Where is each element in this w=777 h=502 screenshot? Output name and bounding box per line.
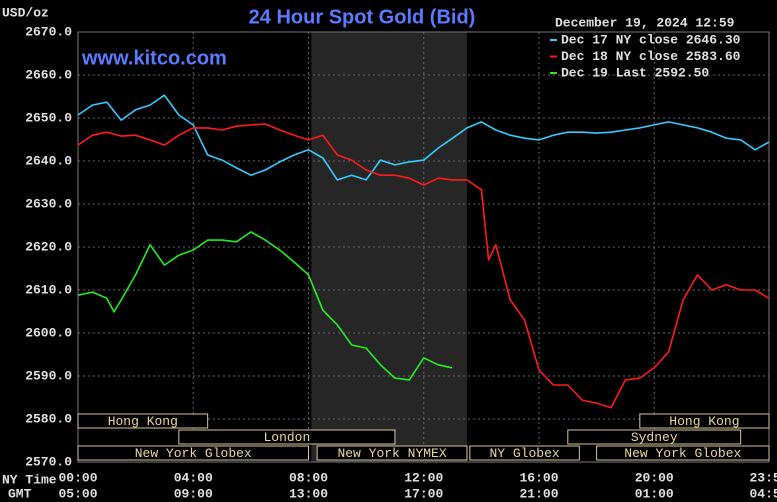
session-bar [77, 445, 309, 461]
x-tick-label: 12:00 [404, 470, 443, 485]
x2-tick-label: 17:00 [404, 486, 443, 501]
x-tick-label: 20:00 [635, 470, 674, 485]
series-line [77, 123, 770, 409]
chart-title: 24 Hour Spot Gold (Bid) [249, 6, 476, 28]
y-tick-label: 2630.0 [25, 196, 72, 211]
x-axis-label: NY Time [2, 472, 57, 487]
session-label: New York Globex [135, 446, 252, 461]
y-tick-label: 2660.0 [25, 67, 72, 82]
session-label: Hong Kong [108, 414, 178, 429]
x2-tick-label: 21:00 [519, 486, 558, 501]
x2-tick-label: 04:59 [749, 486, 777, 501]
series-line [77, 231, 453, 381]
x2-tick-label: 05:00 [58, 486, 97, 501]
session-bar [639, 413, 770, 429]
session-bar [567, 429, 742, 445]
session-label: London [263, 430, 310, 445]
session-label: New York Globex [624, 446, 741, 461]
legend-label: Dec 18 NY close 2583.60 [561, 49, 741, 64]
x-tick-label: 16:00 [519, 470, 558, 485]
x-tick-label: 08:00 [289, 470, 328, 485]
x2-tick-label: 13:00 [289, 486, 328, 501]
x2-axis-label: GMT [8, 486, 32, 501]
y-tick-label: 2620.0 [25, 239, 72, 254]
session-label: New York NYMEX [337, 446, 446, 461]
y-tick-label: 2650.0 [25, 110, 72, 125]
y-tick-label: 2600.0 [25, 325, 72, 340]
session-bar [316, 445, 468, 461]
y-tick-label: 2580.0 [25, 411, 72, 426]
plot-border [77, 31, 770, 463]
y-tick-label: 2570.0 [25, 454, 72, 469]
x2-tick-label: 09:00 [174, 486, 213, 501]
session-label: Sydney [631, 430, 678, 445]
x-tick-label: 04:00 [174, 470, 213, 485]
session-bar [178, 429, 396, 445]
series-line [77, 94, 770, 181]
watermark: www.kitco.com [81, 47, 227, 69]
y-tick-label: 2670.0 [25, 24, 72, 39]
y-unit: USD/oz [2, 5, 49, 20]
session-bar [77, 413, 209, 429]
legend-label: Dec 17 NY close 2646.30 [561, 32, 741, 47]
session-label: Hong Kong [669, 414, 739, 429]
session-label: NY Globex [489, 446, 559, 461]
y-tick-label: 2610.0 [25, 282, 72, 297]
x-tick-label: 00:00 [58, 470, 97, 485]
timestamp: December 19, 2024 12:59 [555, 15, 735, 30]
y-tick-label: 2640.0 [25, 153, 72, 168]
session-bar [596, 445, 770, 461]
session-bar [469, 445, 580, 461]
x2-tick-label: 01:00 [635, 486, 674, 501]
y-tick-label: 2590.0 [25, 368, 72, 383]
x-tick-label: 23:59 [749, 470, 777, 485]
legend-label: Dec 19 Last 2592.50 [561, 65, 709, 80]
